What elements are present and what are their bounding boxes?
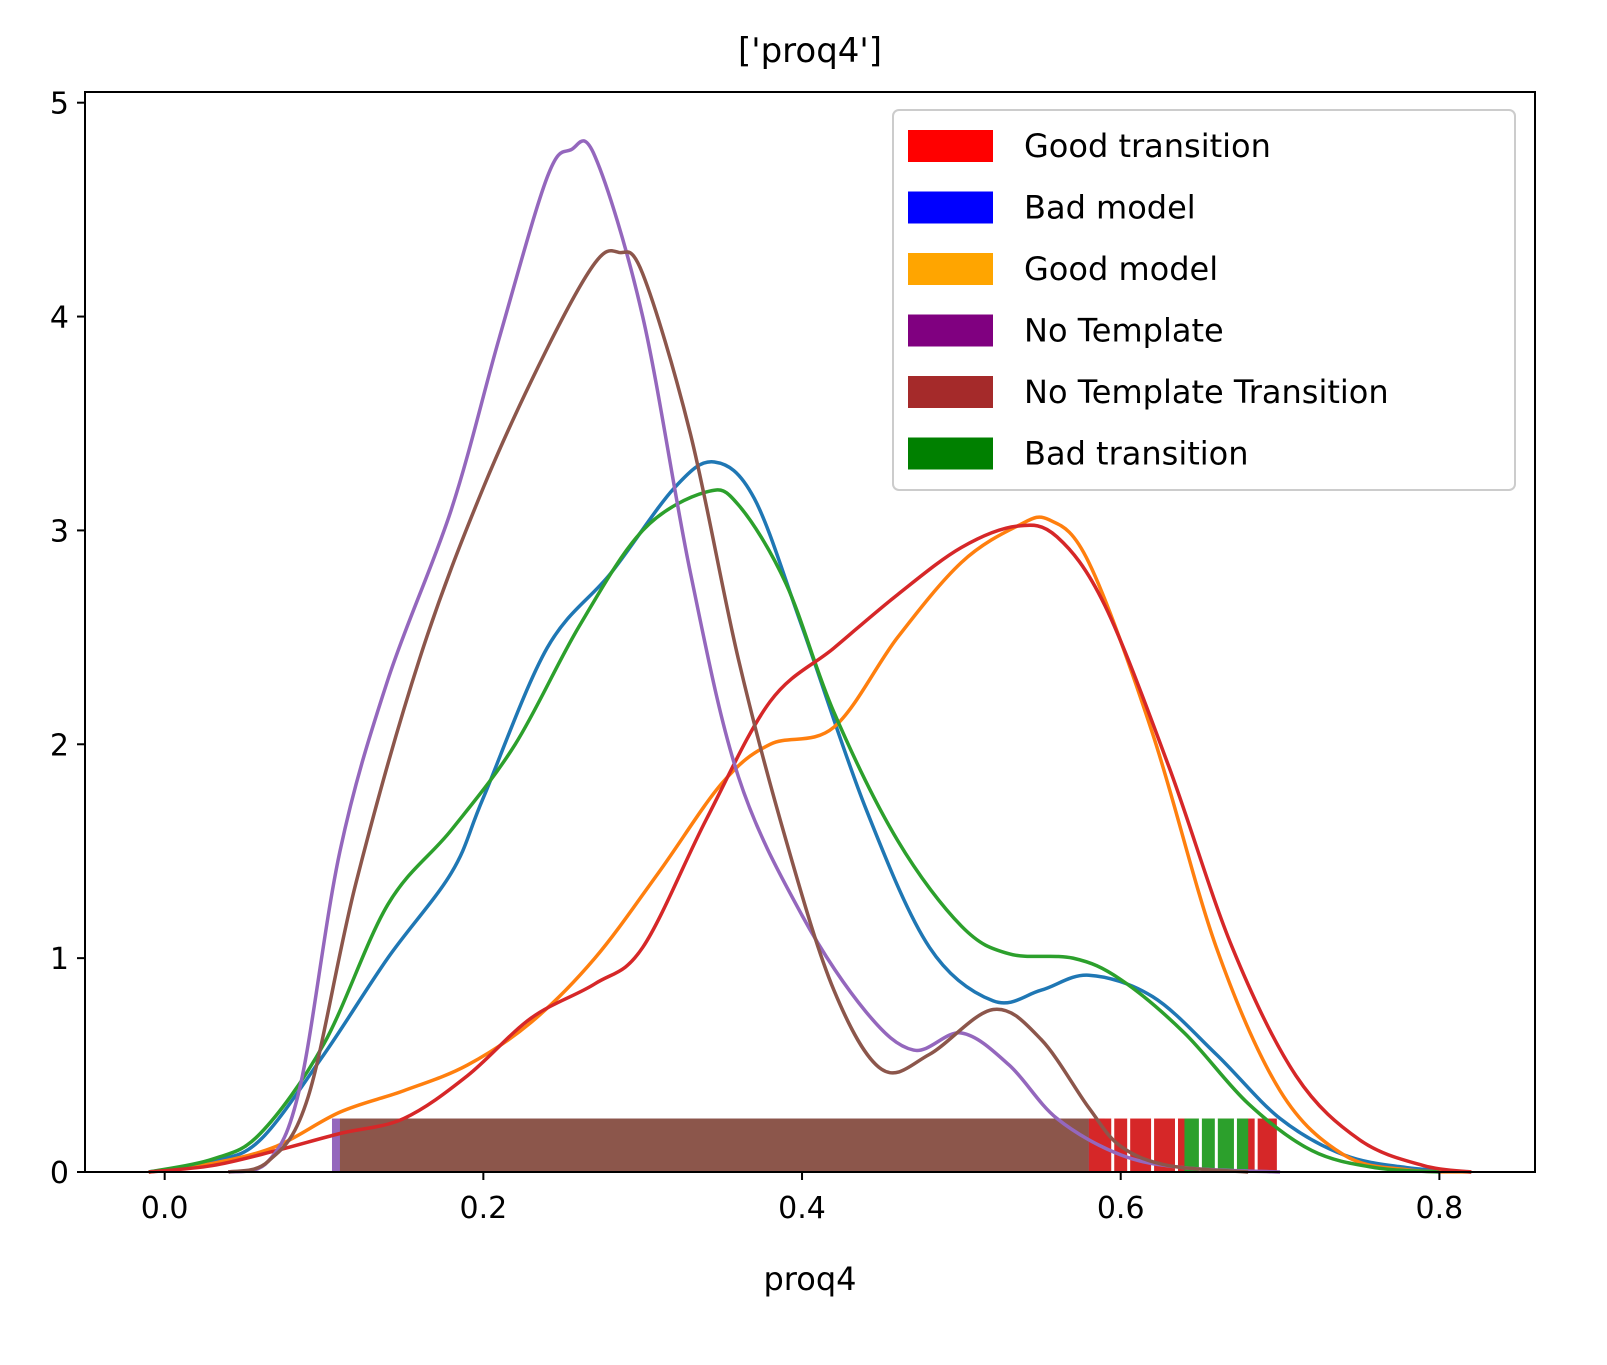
legend-label: Bad transition <box>1024 435 1249 473</box>
y-tick-label: 1 <box>50 942 69 977</box>
legend: Good transition Bad model Good model No Tem… <box>892 109 1516 491</box>
chart-title: ['proq4'] <box>738 31 882 71</box>
x-tick-label: 0.8 <box>1416 1191 1464 1226</box>
x-tick-label: 0.0 <box>141 1191 189 1226</box>
kde-line-3 <box>148 523 1472 1174</box>
legend-swatch <box>908 191 993 224</box>
kde-line-1 <box>148 515 1472 1174</box>
legend-label: No Template Transition <box>1024 373 1389 411</box>
x-tick-label: 0.2 <box>459 1191 507 1226</box>
series-layer <box>148 139 1472 1174</box>
kde-line-4 <box>227 139 1281 1174</box>
legend-label: Bad model <box>1024 189 1196 227</box>
legend-swatch <box>908 437 993 470</box>
x-tick-label: 0.4 <box>778 1191 826 1226</box>
x-tick-label: 0.6 <box>1097 1191 1145 1226</box>
legend-swatch <box>908 376 993 408</box>
legend-box <box>892 109 1516 491</box>
legend-label: No Template <box>1024 312 1224 350</box>
legend-label: Good model <box>1024 250 1218 288</box>
kde-line-5 <box>227 249 1249 1174</box>
legend-swatch <box>908 253 993 285</box>
y-tick-label: 5 <box>50 87 69 122</box>
y-tick-label: 2 <box>50 728 69 763</box>
legend-label: Good transition <box>1024 127 1271 165</box>
axes-layer: 0.0 0.2 0.4 0.6 0.8 0 1 2 3 4 5 <box>50 87 1463 1226</box>
kde-line-0 <box>148 460 1472 1174</box>
y-tick-label: 3 <box>50 514 69 549</box>
kde-line-2 <box>148 488 1440 1174</box>
y-tick-label: 0 <box>50 1156 69 1191</box>
x-axis-label: proq4 <box>763 1260 856 1298</box>
rug-layer <box>331 1118 1277 1172</box>
y-tick-label: 4 <box>50 301 69 336</box>
plot-frame <box>84 91 1536 1173</box>
rug-band-1 <box>339 1118 1089 1172</box>
legend-swatch <box>908 314 993 347</box>
legend-swatch <box>908 130 993 162</box>
